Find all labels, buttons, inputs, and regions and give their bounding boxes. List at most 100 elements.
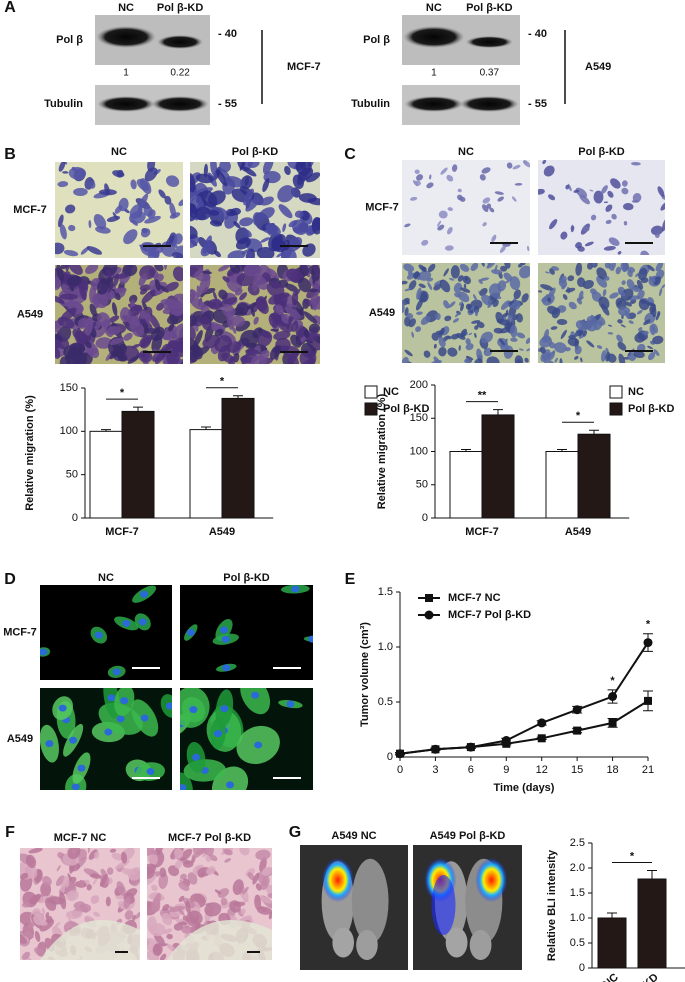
- panel-label: D: [4, 571, 16, 588]
- nucleus: [94, 631, 103, 639]
- y-tick-label: 1.0: [570, 912, 585, 924]
- texture: [253, 316, 259, 325]
- texture: [606, 353, 617, 363]
- texture: [219, 162, 231, 173]
- ratio-label: 0.22: [170, 68, 190, 79]
- texture: [621, 180, 628, 187]
- texture: [64, 204, 76, 214]
- texture: [269, 345, 282, 360]
- texture: [148, 313, 161, 331]
- nucleus: [140, 714, 149, 722]
- texture: [527, 245, 530, 252]
- texture: [603, 245, 616, 251]
- texture: [188, 910, 203, 925]
- nucleus: [107, 694, 116, 702]
- x-tick-label: A549: [209, 526, 235, 538]
- texture: [262, 178, 270, 193]
- image-cMcf: [402, 160, 530, 255]
- texture: [73, 901, 85, 909]
- texture: [55, 242, 65, 255]
- texture: [453, 282, 463, 293]
- texture: [443, 268, 449, 277]
- nucleus: [122, 619, 131, 627]
- legend-label: NC: [628, 386, 644, 398]
- texture: [573, 189, 580, 193]
- texture: [247, 162, 260, 168]
- texture: [417, 275, 421, 281]
- texture: [608, 324, 613, 327]
- y-tick-label: 0.5: [378, 696, 393, 708]
- texture: [256, 246, 275, 258]
- texture: [220, 897, 228, 906]
- texture: [276, 252, 284, 258]
- bar: [545, 451, 579, 519]
- texture: [180, 873, 187, 880]
- texture: [222, 276, 230, 283]
- texture: [230, 315, 246, 327]
- texture: [283, 239, 290, 251]
- texture: [107, 285, 113, 294]
- texture: [503, 272, 513, 282]
- y-tick-label: 0: [72, 512, 78, 524]
- texture: [520, 263, 526, 266]
- texture: [526, 348, 530, 352]
- texture: [190, 225, 198, 240]
- texture: [181, 925, 193, 934]
- texture: [21, 951, 31, 960]
- texture: [115, 343, 127, 358]
- nucleus: [254, 741, 263, 749]
- texture: [647, 345, 653, 350]
- texture: [404, 349, 413, 357]
- texture: [224, 858, 231, 863]
- texture: [129, 294, 138, 304]
- texture: [604, 275, 610, 281]
- texture: [123, 332, 133, 341]
- texture: [579, 194, 590, 205]
- texture: [217, 888, 230, 898]
- nucleus: [40, 648, 48, 656]
- texture: [246, 301, 259, 310]
- texture: [556, 319, 568, 326]
- texture: [462, 275, 472, 285]
- texture: [596, 345, 603, 349]
- texture: [214, 889, 222, 895]
- texture: [479, 287, 488, 296]
- texture: [560, 231, 568, 240]
- texture: [173, 323, 183, 339]
- texture: [206, 866, 216, 875]
- texture: [144, 167, 158, 182]
- lung: [445, 927, 468, 958]
- texture: [261, 866, 272, 876]
- texture: [655, 233, 660, 238]
- texture: [174, 860, 183, 869]
- texture: [161, 943, 168, 947]
- cell-line-label: MCF-7: [287, 61, 321, 73]
- texture: [156, 302, 165, 311]
- texture: [411, 331, 415, 338]
- texture: [130, 219, 138, 226]
- texture: [551, 266, 560, 271]
- texture: [450, 333, 460, 340]
- texture: [507, 314, 514, 322]
- texture: [33, 913, 46, 926]
- texture: [139, 288, 148, 295]
- image-label: A549 Pol β-KD: [430, 830, 506, 842]
- texture: [235, 237, 251, 250]
- texture: [415, 326, 422, 332]
- texture: [523, 160, 530, 168]
- significance-label: *: [610, 675, 615, 687]
- y-tick-label: 50: [416, 479, 428, 491]
- texture: [481, 263, 485, 267]
- texture: [486, 263, 496, 269]
- row-label: A549: [369, 307, 395, 319]
- texture: [560, 329, 567, 339]
- texture: [86, 246, 103, 255]
- texture: [165, 235, 175, 247]
- texture: [649, 302, 656, 307]
- error-bar: [557, 449, 567, 452]
- texture: [624, 301, 632, 307]
- tissue: [167, 920, 272, 960]
- texture: [486, 356, 500, 363]
- texture: [209, 209, 220, 216]
- texture: [172, 266, 183, 282]
